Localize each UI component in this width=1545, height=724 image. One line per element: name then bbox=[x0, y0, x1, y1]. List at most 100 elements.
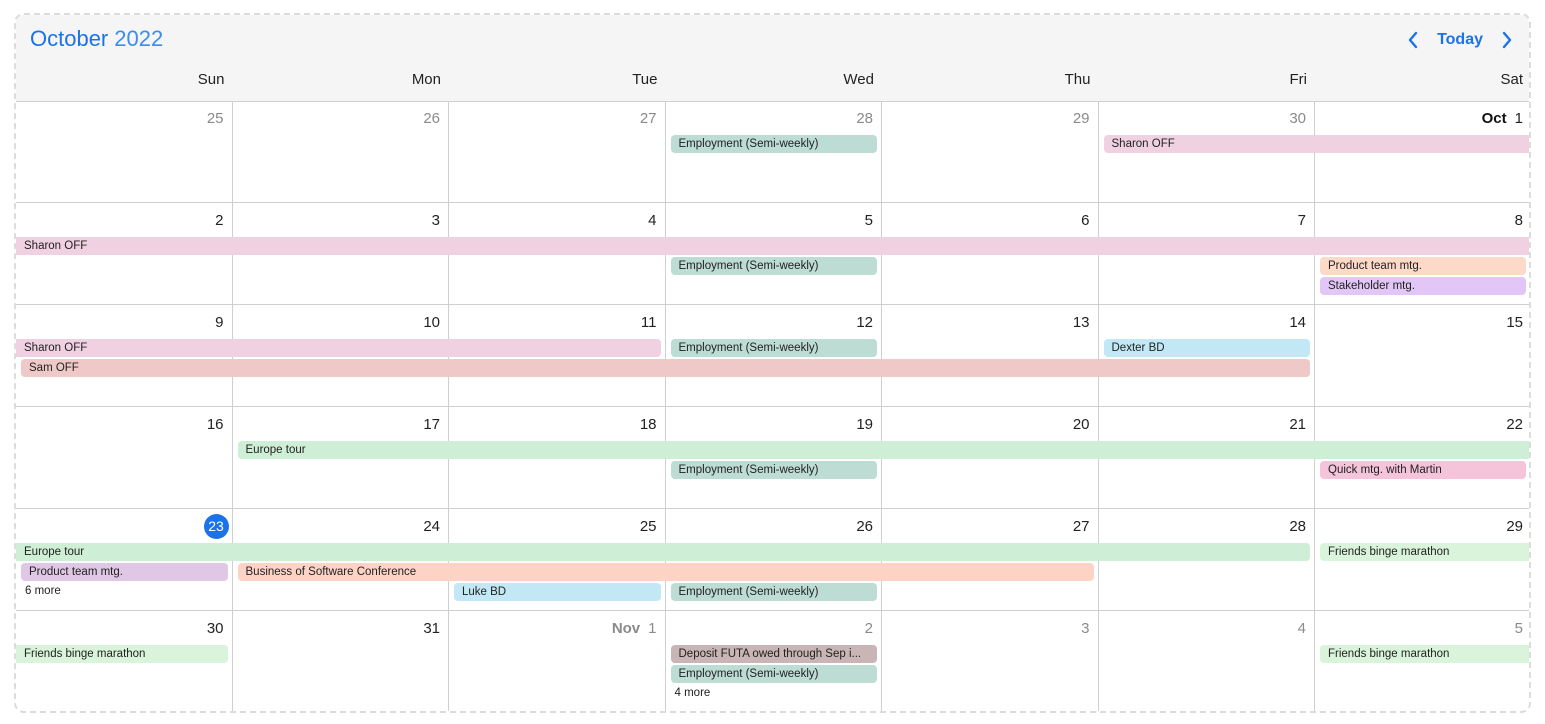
day-cell[interactable]: 8 bbox=[1315, 203, 1529, 304]
calendar-event[interactable]: Friends binge marathon bbox=[1320, 645, 1529, 663]
calendar-event[interactable]: Business of Software Conference bbox=[237, 563, 1094, 581]
day-number[interactable]: 26 bbox=[423, 110, 440, 127]
day-cell[interactable]: 3 bbox=[882, 611, 1099, 711]
calendar-event[interactable]: Employment (Semi-weekly) bbox=[670, 583, 877, 601]
day-number-text: 2 bbox=[215, 212, 224, 229]
day-number[interactable]: 2 bbox=[865, 620, 873, 637]
today-date-badge[interactable]: 23 bbox=[203, 514, 229, 539]
day-number[interactable]: 24 bbox=[423, 518, 440, 535]
day-number[interactable]: 5 bbox=[1515, 620, 1523, 637]
today-button[interactable]: Today bbox=[1437, 31, 1483, 48]
day-cell[interactable]: 25 bbox=[16, 101, 233, 202]
day-number[interactable]: 25 bbox=[207, 110, 224, 127]
day-number[interactable]: 5 bbox=[865, 212, 873, 229]
day-number[interactable]: 17 bbox=[423, 416, 440, 433]
calendar-event[interactable]: Deposit FUTA owed through Sep i... bbox=[670, 645, 877, 663]
weekday-tue: Tue bbox=[632, 71, 658, 88]
day-cell[interactable]: 5 bbox=[1315, 611, 1529, 711]
day-cell[interactable]: 13 bbox=[882, 305, 1099, 406]
day-number[interactable]: 28 bbox=[1289, 518, 1306, 535]
day-cell[interactable]: 26 bbox=[233, 101, 449, 202]
day-cell[interactable]: 29 bbox=[882, 101, 1099, 202]
calendar-event[interactable]: Stakeholder mtg. bbox=[1320, 277, 1526, 295]
day-number[interactable]: 29 bbox=[1506, 518, 1523, 535]
day-number[interactable]: 25 bbox=[640, 518, 657, 535]
calendar-event[interactable]: Europe tour bbox=[16, 543, 1310, 561]
day-number[interactable]: 18 bbox=[640, 416, 657, 433]
day-number[interactable]: 31 bbox=[423, 620, 440, 637]
day-number[interactable]: 20 bbox=[1073, 416, 1090, 433]
day-cell[interactable]: 12 bbox=[666, 305, 882, 406]
day-cell[interactable]: Nov 1 bbox=[449, 611, 666, 711]
calendar-event[interactable]: Employment (Semi-weekly) bbox=[670, 257, 877, 275]
day-number-text: 5 bbox=[1514, 620, 1523, 637]
calendar-event[interactable]: Employment (Semi-weekly) bbox=[670, 339, 877, 357]
calendar-event[interactable]: Employment (Semi-weekly) bbox=[670, 461, 877, 479]
day-cell[interactable]: 31 bbox=[233, 611, 449, 711]
calendar-event[interactable]: Dexter BD bbox=[1103, 339, 1310, 357]
day-number[interactable]: 26 bbox=[856, 518, 873, 535]
year-label: 2022 bbox=[114, 26, 164, 51]
day-cell[interactable]: Oct 1 bbox=[1315, 101, 1529, 202]
day-number[interactable]: 10 bbox=[423, 314, 440, 331]
calendar-event[interactable]: Product team mtg. bbox=[1320, 257, 1526, 275]
day-number[interactable]: 4 bbox=[1298, 620, 1306, 637]
day-number[interactable]: 14 bbox=[1289, 314, 1306, 331]
day-cell[interactable]: 30 bbox=[16, 611, 233, 711]
day-number[interactable]: 9 bbox=[215, 314, 223, 331]
more-events-link[interactable]: 4 more bbox=[674, 687, 711, 699]
day-cell[interactable]: 14 bbox=[1099, 305, 1315, 406]
day-cell[interactable]: 16 bbox=[16, 407, 233, 508]
day-number[interactable]: 8 bbox=[1515, 212, 1523, 229]
day-number[interactable]: 27 bbox=[1073, 518, 1090, 535]
day-number[interactable]: 7 bbox=[1298, 212, 1306, 229]
calendar-event[interactable]: Sharon OFF bbox=[16, 237, 1529, 255]
calendar-event[interactable]: Friends binge marathon bbox=[1320, 543, 1529, 561]
week-row: 23 24 25 26 27 28 29 Europe tour Friends binge m… bbox=[16, 509, 1529, 611]
calendar-event[interactable]: Sharon OFF bbox=[16, 339, 661, 357]
calendar-event[interactable]: Sharon OFF bbox=[1103, 135, 1529, 153]
day-number[interactable]: 11 bbox=[641, 314, 657, 331]
day-number[interactable]: 21 bbox=[1289, 416, 1306, 433]
calendar-event[interactable]: Product team mtg. bbox=[21, 563, 228, 581]
day-number[interactable]: 4 bbox=[648, 212, 656, 229]
day-cell[interactable]: 11 bbox=[449, 305, 666, 406]
day-number[interactable]: 13 bbox=[1073, 314, 1090, 331]
calendar-event[interactable]: Luke BD bbox=[454, 583, 661, 601]
calendar-event[interactable]: Quick mtg. with Martin bbox=[1320, 461, 1526, 479]
weekday-sun: Sun bbox=[197, 71, 225, 88]
day-number[interactable]: 22 bbox=[1506, 416, 1523, 433]
next-month-button[interactable] bbox=[1497, 29, 1517, 51]
day-cell[interactable]: 2 bbox=[666, 611, 882, 711]
day-cell[interactable]: 28 bbox=[1099, 509, 1315, 610]
calendar-event[interactable]: Employment (Semi-weekly) bbox=[670, 665, 877, 683]
day-number[interactable]: 19 bbox=[856, 416, 873, 433]
day-cell[interactable]: 28 bbox=[666, 101, 882, 202]
calendar-event[interactable]: Sam OFF bbox=[21, 359, 1310, 377]
day-number[interactable]: 3 bbox=[432, 212, 440, 229]
day-number[interactable]: Nov 1 bbox=[612, 620, 657, 637]
day-number[interactable]: 3 bbox=[1081, 620, 1089, 637]
day-cell[interactable]: 4 bbox=[1099, 611, 1315, 711]
day-number[interactable]: 12 bbox=[856, 314, 873, 331]
calendar-event[interactable]: Europe tour bbox=[237, 441, 1529, 459]
day-cell[interactable]: 29 bbox=[1315, 509, 1529, 610]
day-number[interactable]: 30 bbox=[1289, 110, 1306, 127]
calendar-event[interactable]: Friends binge marathon bbox=[16, 645, 228, 663]
prev-month-button[interactable] bbox=[1403, 29, 1423, 51]
day-number[interactable]: 29 bbox=[1073, 110, 1090, 127]
day-number[interactable]: 15 bbox=[1506, 314, 1523, 331]
more-events-link[interactable]: 6 more bbox=[25, 585, 61, 597]
day-cell[interactable]: 22 bbox=[1315, 407, 1529, 508]
day-number[interactable]: 6 bbox=[1081, 212, 1089, 229]
day-number[interactable]: 16 bbox=[207, 416, 224, 433]
calendar-event[interactable]: Employment (Semi-weekly) bbox=[670, 135, 877, 153]
day-number[interactable]: 2 bbox=[215, 212, 223, 229]
day-number[interactable]: 27 bbox=[640, 110, 657, 127]
day-cell[interactable]: 27 bbox=[449, 101, 666, 202]
day-number[interactable]: 28 bbox=[856, 110, 873, 127]
day-number-text: 24 bbox=[423, 518, 440, 535]
day-number[interactable]: 30 bbox=[207, 620, 224, 637]
day-number[interactable]: Oct 1 bbox=[1482, 110, 1523, 127]
day-cell[interactable]: 15 bbox=[1315, 305, 1529, 406]
